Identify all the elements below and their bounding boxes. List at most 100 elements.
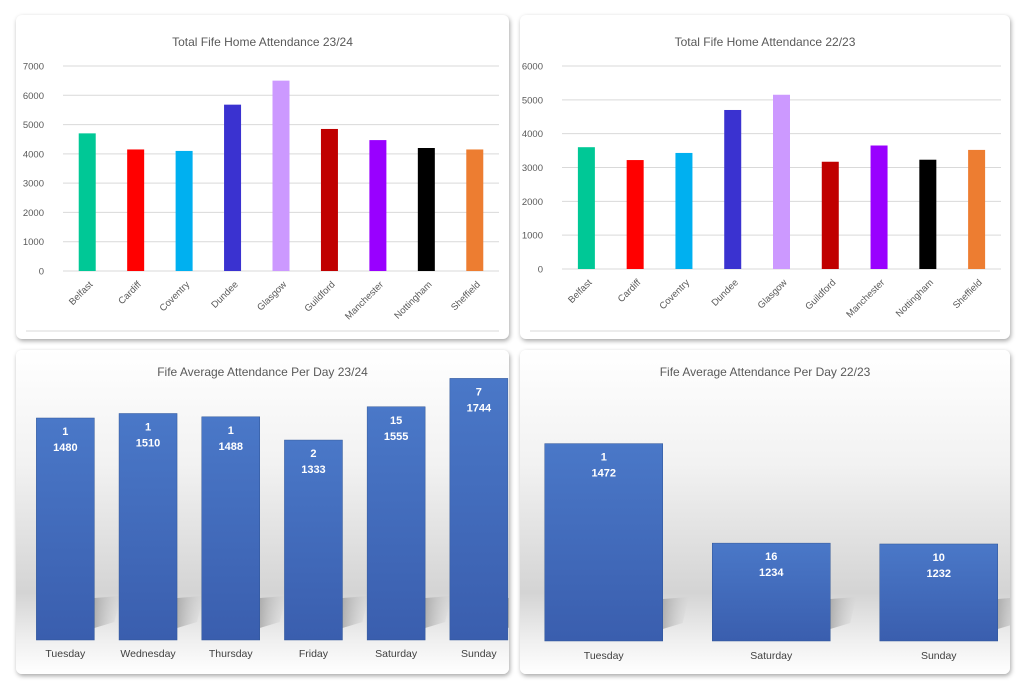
x-category-label: Friday	[299, 648, 329, 660]
x-category-label: Tuesday	[45, 648, 86, 660]
data-label-count: 10	[933, 552, 945, 564]
y-tick-label: 3000	[23, 179, 44, 190]
y-tick-label: 0	[538, 265, 543, 276]
x-category-label: Sunday	[921, 650, 957, 662]
y-tick-label: 2000	[522, 197, 543, 208]
chart-title: Total Fife Home Attendance 23/24	[172, 35, 353, 49]
y-tick-label: 6000	[23, 91, 44, 102]
bar-friday	[284, 439, 343, 641]
data-label-value: 1555	[384, 431, 408, 443]
bar-belfast	[78, 133, 96, 271]
data-label-count: 7	[476, 386, 482, 398]
x-category-label: Manchester	[343, 279, 386, 322]
x-category-label: Nottingham	[392, 279, 434, 321]
bar-shadow	[662, 597, 689, 629]
data-label-count: 1	[145, 422, 151, 434]
x-category-label: Saturday	[375, 648, 418, 660]
data-label-value: 1234	[759, 567, 784, 579]
x-category-label: Thursday	[209, 648, 254, 660]
x-category-label: Dundee	[710, 277, 741, 308]
bar-nottingham	[919, 159, 937, 269]
bar-belfast	[577, 147, 595, 269]
x-category-label: Coventry	[657, 277, 692, 312]
x-category-label: Manchester	[844, 277, 887, 320]
bar-cardiff	[626, 160, 644, 269]
chart-svg: Total Fife Home Attendance 23/24 0 1000 200…	[23, 35, 499, 332]
data-label-count: 2	[310, 448, 316, 460]
bar-coventry	[175, 150, 193, 271]
x-category-label: Belfast	[67, 279, 96, 308]
bar-shadow	[259, 596, 286, 628]
data-label-value: 1333	[301, 464, 325, 476]
bar-sunday	[449, 378, 509, 641]
bar-shadow	[425, 596, 452, 628]
chart-svg: Total Fife Home Attendance 22/23 0 1000 200…	[522, 35, 1001, 332]
x-category-label: Sheffield	[449, 279, 483, 313]
chart-total-attendance-2223: Total Fife Home Attendance 22/23 0 1000 200…	[520, 15, 1010, 339]
chart-svg: Fife Average Attendance Per Day 22/23 1 14…	[520, 350, 1010, 674]
bar-wednesday	[118, 413, 178, 641]
bar-tuesday	[544, 443, 663, 642]
y-tick-label: 4000	[522, 129, 543, 140]
bar-sheffield	[466, 149, 484, 271]
bar-shadow	[177, 596, 204, 628]
y-tick-label: 1000	[522, 231, 543, 242]
bar-guildford	[821, 161, 839, 269]
y-tick-label: 5000	[522, 95, 543, 106]
y-tick-label: 7000	[23, 62, 44, 73]
chart-average-per-day-2324: Fife Average Attendance Per Day 23/24 1 14…	[16, 350, 509, 674]
x-category-label: Dundee	[209, 279, 240, 310]
data-label-value: 1744	[467, 402, 492, 414]
bar-glasgow	[773, 94, 790, 269]
x-category-label: Nottingham	[894, 277, 936, 319]
data-label-count: 1	[62, 426, 68, 438]
data-label-count: 15	[390, 415, 402, 427]
bar-shadow	[94, 596, 121, 628]
x-category-label: Sheffield	[951, 277, 985, 311]
bar-manchester	[369, 140, 387, 271]
x-category-label: Cardiff	[116, 279, 144, 307]
x-category-label: Tuesday	[584, 650, 625, 662]
data-label-value: 1488	[219, 441, 243, 453]
bar-coventry	[675, 152, 693, 269]
chart-average-per-day-2223: Fife Average Attendance Per Day 22/23 1 14…	[520, 350, 1010, 674]
y-tick-label: 0	[39, 267, 44, 278]
bar-manchester	[870, 145, 888, 269]
data-label-value: 1510	[136, 438, 160, 450]
x-category-label: Belfast	[566, 277, 595, 306]
bar-nottingham	[417, 148, 435, 271]
bar-guildford	[320, 128, 338, 271]
chart-svg: Fife Average Attendance Per Day 23/24 1 14…	[16, 350, 509, 674]
chart-title: Fife Average Attendance Per Day 23/24	[157, 365, 368, 379]
bar-saturday	[712, 542, 831, 642]
bar-tuesday	[36, 417, 95, 641]
x-category-label: Guildford	[303, 279, 338, 314]
bar-sheffield	[968, 149, 986, 269]
chart-title: Fife Average Attendance Per Day 22/23	[660, 365, 871, 379]
y-tick-label: 6000	[522, 62, 543, 73]
x-category-label: Coventry	[158, 279, 193, 314]
data-label-value: 1232	[927, 568, 951, 580]
y-tick-label: 4000	[23, 149, 44, 160]
x-category-label: Glasgow	[756, 277, 790, 311]
bar-glasgow	[272, 80, 290, 272]
bar-sunday	[879, 543, 998, 642]
y-tick-label: 3000	[522, 163, 543, 174]
x-category-label: Saturday	[750, 650, 793, 662]
x-category-label: Guildford	[803, 277, 838, 312]
bar-shadow	[830, 597, 857, 629]
bar-saturday	[366, 406, 426, 641]
chart-title: Total Fife Home Attendance 22/23	[675, 35, 856, 49]
y-tick-label: 2000	[23, 208, 44, 219]
data-label-count: 1	[601, 452, 607, 464]
bar-cardiff	[127, 149, 145, 271]
x-category-label: Cardiff	[616, 277, 644, 305]
y-tick-label: 1000	[23, 237, 44, 248]
bar-shadow	[342, 596, 369, 628]
data-label-count: 1	[228, 425, 234, 437]
data-label-count: 16	[765, 551, 777, 563]
y-tick-label: 5000	[23, 120, 44, 131]
x-category-label: Sunday	[461, 648, 497, 660]
bar-shadow	[997, 598, 1010, 629]
bar-dundee	[224, 104, 242, 272]
